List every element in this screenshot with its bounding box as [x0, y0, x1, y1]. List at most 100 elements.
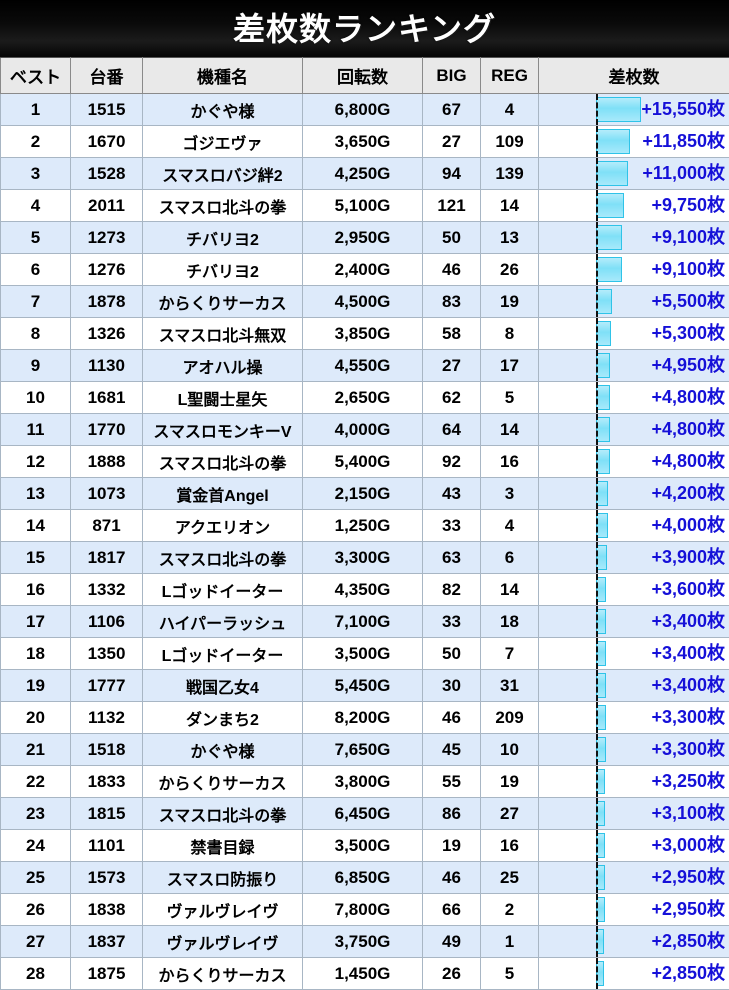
cell-games: 6,450G: [302, 797, 423, 830]
cell-diff: +3,250枚: [538, 765, 729, 798]
table-row[interactable]: 11 1770 スマスロモンキーV 4,000G 64 14 +4,800枚: [0, 413, 729, 446]
cell-diff: +2,850枚: [538, 925, 729, 958]
table-row[interactable]: 18 1350 Lゴッドイーター 3,500G 50 7 +3,400枚: [0, 637, 729, 670]
table-row[interactable]: 8 1326 スマスロ北斗無双 3,850G 58 8 +5,300枚: [0, 317, 729, 350]
column-header-big[interactable]: BIG: [422, 57, 481, 94]
column-header-games[interactable]: 回転数: [302, 57, 423, 94]
cell-reg: 19: [480, 765, 539, 798]
table-row[interactable]: 4 2011 スマスロ北斗の拳 5,100G 121 14 +9,750枚: [0, 189, 729, 222]
cell-reg: 25: [480, 861, 539, 894]
zero-axis-line: [596, 830, 598, 861]
cell-rank: 28: [0, 957, 71, 990]
column-header-name[interactable]: 機種名: [142, 57, 303, 94]
column-header-rank[interactable]: ベスト: [0, 57, 71, 94]
cell-machine-name: かぐや様: [142, 733, 303, 766]
zero-axis-line: [596, 862, 598, 893]
table-row[interactable]: 15 1817 スマスロ北斗の拳 3,300G 63 6 +3,900枚: [0, 541, 729, 574]
cell-rank: 19: [0, 669, 71, 702]
cell-rank: 20: [0, 701, 71, 734]
diff-value-label: +4,200枚: [651, 483, 725, 503]
table-row[interactable]: 9 1130 アオハル操 4,550G 27 17 +4,950枚: [0, 349, 729, 382]
diff-value-label: +3,000枚: [651, 835, 725, 855]
column-header-diff[interactable]: 差枚数: [538, 57, 729, 94]
table-row[interactable]: 27 1837 ヴァルヴレイヴ 3,750G 49 1 +2,850枚: [0, 925, 729, 958]
cell-rank: 16: [0, 573, 71, 606]
table-row[interactable]: 26 1838 ヴァルヴレイヴ 7,800G 66 2 +2,950枚: [0, 893, 729, 926]
table-row[interactable]: 5 1273 チバリヨ2 2,950G 50 13 +9,100枚: [0, 221, 729, 254]
cell-big: 63: [422, 541, 481, 574]
table-row[interactable]: 14 871 アクエリオン 1,250G 33 4 +4,000枚: [0, 509, 729, 542]
cell-diff: +4,200枚: [538, 477, 729, 510]
cell-diff: +3,300枚: [538, 701, 729, 734]
cell-machine-number: 1681: [70, 381, 143, 414]
page-title: 差枚数ランキング: [232, 10, 497, 47]
table-row[interactable]: 3 1528 スマスロバジ絆2 4,250G 94 139 +11,000枚: [0, 157, 729, 190]
table-row[interactable]: 16 1332 Lゴッドイーター 4,350G 82 14 +3,600枚: [0, 573, 729, 606]
table-row[interactable]: 13 1073 賞金首Angel 2,150G 43 3 +4,200枚: [0, 477, 729, 510]
cell-machine-name: Lゴッドイーター: [142, 637, 303, 670]
cell-rank: 24: [0, 829, 71, 862]
cell-machine-number: 1515: [70, 93, 143, 126]
cell-games: 3,850G: [302, 317, 423, 350]
cell-games: 6,800G: [302, 93, 423, 126]
cell-reg: 18: [480, 605, 539, 638]
cell-diff: +3,900枚: [538, 541, 729, 574]
table-row[interactable]: 22 1833 からくりサーカス 3,800G 55 19 +3,250枚: [0, 765, 729, 798]
cell-big: 30: [422, 669, 481, 702]
zero-axis-line: [596, 94, 598, 125]
table-row[interactable]: 12 1888 スマスロ北斗の拳 5,400G 92 16 +4,800枚: [0, 445, 729, 478]
cell-machine-name: Lゴッドイーター: [142, 573, 303, 606]
cell-machine-name: ダンまち2: [142, 701, 303, 734]
cell-games: 4,500G: [302, 285, 423, 318]
cell-reg: 209: [480, 701, 539, 734]
cell-machine-number: 1838: [70, 893, 143, 926]
cell-rank: 1: [0, 93, 71, 126]
cell-reg: 19: [480, 285, 539, 318]
table-row[interactable]: 1 1515 かぐや様 6,800G 67 4 +15,550枚: [0, 93, 729, 126]
table-row[interactable]: 6 1276 チバリヨ2 2,400G 46 26 +9,100枚: [0, 253, 729, 286]
cell-diff: +4,000枚: [538, 509, 729, 542]
table-row[interactable]: 10 1681 L聖闘士星矢 2,650G 62 5 +4,800枚: [0, 381, 729, 414]
cell-machine-name: スマスロ北斗の拳: [142, 189, 303, 222]
cell-machine-number: 1528: [70, 157, 143, 190]
cell-games: 7,800G: [302, 893, 423, 926]
cell-machine-number: 1815: [70, 797, 143, 830]
table-row[interactable]: 17 1106 ハイパーラッシュ 7,100G 33 18 +3,400枚: [0, 605, 729, 638]
cell-rank: 2: [0, 125, 71, 158]
diff-value-label: +3,400枚: [651, 675, 725, 695]
diff-value-label: +3,600枚: [651, 579, 725, 599]
cell-diff: +9,100枚: [538, 221, 729, 254]
cell-diff: +4,800枚: [538, 413, 729, 446]
table-row[interactable]: 24 1101 禁書目録 3,500G 19 16 +3,000枚: [0, 829, 729, 862]
cell-machine-name: 賞金首Angel: [142, 477, 303, 510]
column-header-reg[interactable]: REG: [480, 57, 539, 94]
diff-value-label: +3,400枚: [651, 611, 725, 631]
table-row[interactable]: 7 1878 からくりサーカス 4,500G 83 19 +5,500枚: [0, 285, 729, 318]
table-row[interactable]: 19 1777 戦国乙女4 5,450G 30 31 +3,400枚: [0, 669, 729, 702]
cell-big: 43: [422, 477, 481, 510]
cell-machine-number: 871: [70, 509, 143, 542]
cell-big: 50: [422, 637, 481, 670]
table-row[interactable]: 21 1518 かぐや様 7,650G 45 10 +3,300枚: [0, 733, 729, 766]
cell-machine-name: ゴジエヴァ: [142, 125, 303, 158]
cell-diff: +9,750枚: [538, 189, 729, 222]
cell-machine-name: スマスロモンキーV: [142, 413, 303, 446]
diff-value-label: +11,000枚: [642, 163, 725, 183]
table-row[interactable]: 20 1132 ダンまち2 8,200G 46 209 +3,300枚: [0, 701, 729, 734]
cell-reg: 14: [480, 413, 539, 446]
diff-value-label: +4,950枚: [651, 355, 725, 375]
cell-diff: +2,950枚: [538, 893, 729, 926]
table-row[interactable]: 2 1670 ゴジエヴァ 3,650G 27 109 +11,850枚: [0, 125, 729, 158]
cell-reg: 16: [480, 829, 539, 862]
cell-diff: +3,600枚: [538, 573, 729, 606]
cell-big: 62: [422, 381, 481, 414]
zero-axis-line: [596, 414, 598, 445]
diff-value-label: +2,850枚: [651, 931, 725, 951]
zero-axis-line: [596, 190, 598, 221]
column-header-dai[interactable]: 台番: [70, 57, 143, 94]
table-row[interactable]: 23 1815 スマスロ北斗の拳 6,450G 86 27 +3,100枚: [0, 797, 729, 830]
cell-big: 49: [422, 925, 481, 958]
table-row[interactable]: 25 1573 スマスロ防振り 6,850G 46 25 +2,950枚: [0, 861, 729, 894]
cell-machine-number: 1132: [70, 701, 143, 734]
table-row[interactable]: 28 1875 からくりサーカス 1,450G 26 5 +2,850枚: [0, 957, 729, 990]
